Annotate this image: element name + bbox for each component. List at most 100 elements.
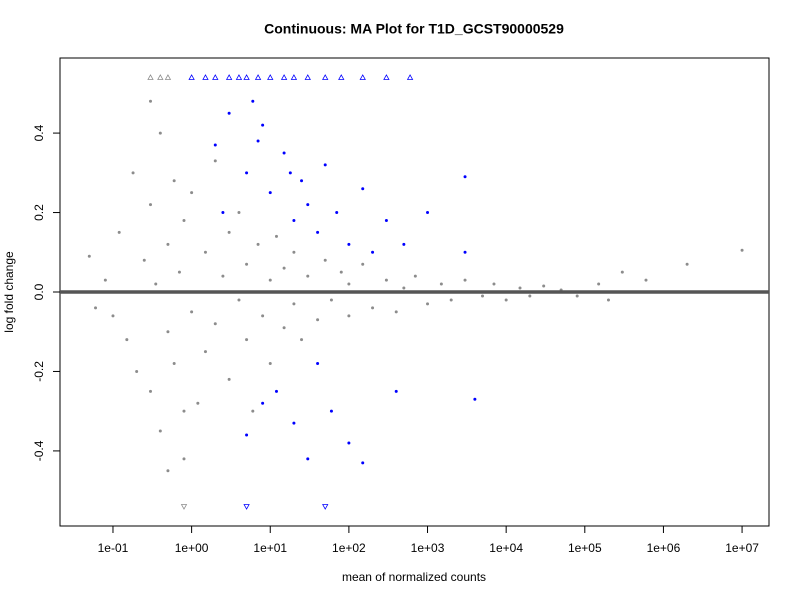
point [245, 171, 249, 175]
point [322, 74, 329, 80]
point [394, 310, 398, 314]
point [361, 461, 365, 465]
x-tick-label: 1e+07 [725, 541, 759, 555]
point [449, 298, 453, 302]
point [473, 397, 477, 401]
point [94, 306, 98, 310]
point [426, 211, 430, 215]
point [172, 179, 176, 183]
y-tick-label: -0.4 [32, 440, 46, 461]
chart-title: Continuous: MA Plot for T1D_GCST90000529 [264, 21, 564, 37]
y-tick-label: 0.0 [32, 283, 46, 300]
point [518, 286, 522, 290]
point [203, 350, 207, 354]
y-axis-label: log fold change [2, 251, 16, 333]
point [274, 234, 278, 238]
point [182, 409, 186, 413]
point [371, 306, 375, 310]
point [292, 421, 296, 425]
point [245, 262, 249, 266]
point [261, 123, 265, 127]
point [339, 270, 343, 274]
point [221, 211, 225, 215]
point [172, 362, 176, 366]
point [237, 298, 241, 302]
point [268, 278, 272, 282]
point [480, 294, 484, 298]
x-tick-label: 1e-01 [98, 541, 129, 555]
point [463, 175, 467, 179]
point [316, 318, 320, 322]
y-tick-label: 0.2 [32, 204, 46, 221]
point [329, 409, 333, 413]
point [426, 302, 430, 306]
point [439, 282, 443, 286]
point [227, 111, 231, 115]
point [268, 362, 272, 366]
point [227, 377, 231, 381]
point [620, 270, 624, 274]
x-axis-label: mean of normalized counts [342, 570, 486, 584]
point [383, 74, 390, 80]
point [361, 262, 365, 266]
x-tick-label: 1e+00 [175, 541, 209, 555]
point [347, 242, 351, 246]
point [347, 282, 351, 286]
point [166, 242, 170, 246]
point [245, 433, 249, 437]
point [225, 74, 233, 80]
point [402, 242, 406, 246]
point [227, 230, 231, 234]
point [256, 139, 260, 143]
point [221, 274, 225, 278]
point [280, 74, 288, 80]
point [413, 274, 417, 278]
point [251, 99, 255, 103]
x-tick-label: 1e+05 [568, 541, 602, 555]
point [267, 74, 274, 80]
y-tick-label: -0.2 [32, 361, 46, 382]
point [685, 262, 689, 266]
point [306, 203, 310, 207]
point [316, 362, 320, 366]
point [282, 326, 286, 330]
point [463, 278, 467, 282]
point [164, 74, 172, 80]
point [245, 338, 249, 342]
x-tick-label: 1e+04 [489, 541, 523, 555]
point [147, 74, 154, 80]
point [177, 270, 181, 274]
point [740, 248, 744, 252]
point [268, 191, 272, 195]
point [235, 74, 243, 80]
point [154, 282, 158, 286]
point [131, 171, 135, 175]
y-tick-label: 0.4 [32, 124, 46, 141]
point [282, 266, 286, 270]
x-tick-label: 1e+06 [647, 541, 681, 555]
point [256, 242, 260, 246]
point [323, 258, 327, 262]
point [261, 401, 265, 405]
point [188, 74, 195, 80]
point [504, 298, 508, 302]
point [338, 74, 345, 80]
point [254, 74, 262, 80]
point [292, 302, 296, 306]
point [212, 74, 219, 80]
point [148, 389, 152, 393]
point [261, 314, 265, 318]
point [103, 278, 107, 282]
point [213, 159, 217, 163]
point [347, 314, 351, 318]
point [597, 282, 601, 286]
point [251, 409, 255, 413]
point [384, 278, 388, 282]
point [202, 74, 209, 80]
point [290, 74, 298, 80]
point [323, 163, 327, 167]
point [384, 218, 388, 222]
point [111, 314, 115, 318]
point [335, 211, 339, 215]
